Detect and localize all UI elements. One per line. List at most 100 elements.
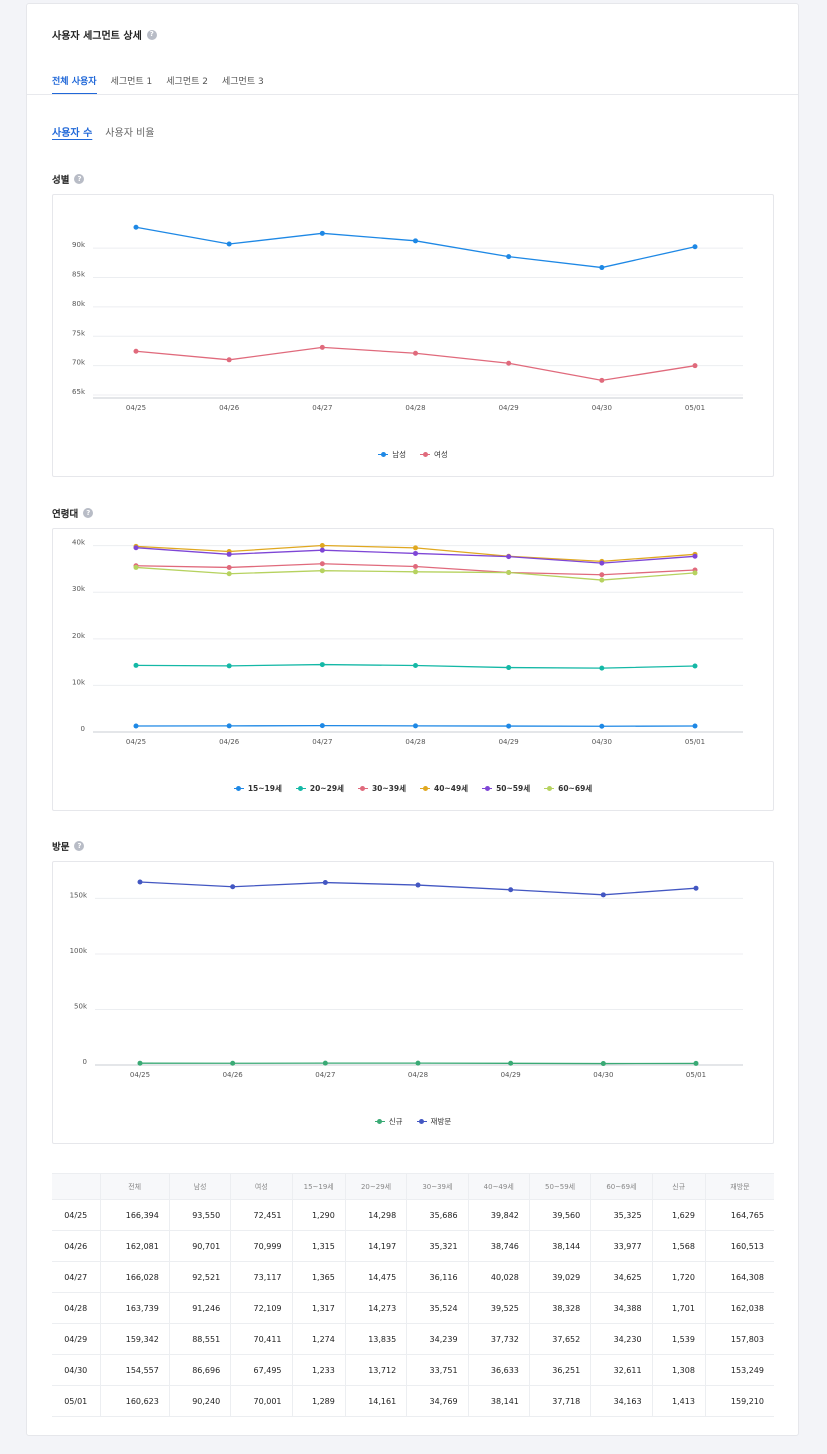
data-point[interactable] [600, 892, 606, 898]
data-point[interactable] [226, 663, 232, 669]
data-point[interactable] [506, 360, 512, 366]
data-point[interactable] [413, 350, 418, 356]
data-point[interactable] [137, 1060, 143, 1066]
subtab-user-ratio[interactable]: 사용자 비율 [105, 128, 155, 139]
legend-item[interactable]: 재방문 [416, 1116, 451, 1127]
data-point[interactable] [508, 1060, 514, 1066]
legend-item[interactable]: 60~69세 [544, 783, 592, 794]
legend-item[interactable]: 여성 [420, 449, 448, 460]
data-point[interactable] [137, 879, 143, 885]
legend-item[interactable]: 20~29세 [295, 783, 344, 794]
data-point[interactable] [133, 662, 139, 668]
data-table: 전체 남성 여성 15~19세 20~29세 30~39세 40~49세 50~59세 60~6… [52, 1173, 774, 1417]
tab-segment-2[interactable]: 세그먼트 2 [166, 77, 208, 87]
legend-item[interactable]: 40~49세 [420, 783, 468, 794]
data-point[interactable] [322, 880, 328, 886]
table-value-cell: 1,290 [291, 1199, 346, 1231]
data-point[interactable] [133, 224, 139, 230]
table-value-cell: 162,038 [704, 1292, 774, 1324]
legend-item[interactable]: 15~19세 [233, 783, 282, 794]
data-point[interactable] [692, 663, 698, 669]
data-point[interactable] [319, 662, 325, 668]
table-value-cell: 92,521 [168, 1261, 232, 1293]
tab-segment-3[interactable]: 세그먼트 3 [221, 77, 264, 87]
legend-item[interactable]: 50~59세 [482, 783, 530, 794]
data-point[interactable] [226, 571, 232, 577]
data-point[interactable] [413, 663, 418, 669]
data-point[interactable] [692, 570, 698, 576]
data-point[interactable] [226, 241, 232, 247]
data-point[interactable] [133, 348, 139, 354]
table-row: 04/25 166,394 93,550 72,451 1,290 14,298 35,68… [52, 1199, 774, 1231]
data-point[interactable] [319, 344, 325, 350]
data-point[interactable] [415, 882, 421, 888]
data-point[interactable] [413, 550, 418, 556]
table-value-cell: 32,611 [590, 1354, 653, 1386]
data-point[interactable] [506, 570, 512, 576]
data-point[interactable] [692, 723, 698, 729]
data-point[interactable] [230, 1060, 236, 1066]
legend-item[interactable]: 남성 [378, 449, 406, 460]
data-point[interactable] [322, 1060, 328, 1066]
table-header-cell: 20~29세 [344, 1173, 408, 1200]
data-point[interactable] [133, 545, 139, 551]
data-point[interactable] [599, 665, 605, 671]
data-point[interactable] [599, 723, 605, 729]
x-tick-label: 04/27 [312, 404, 332, 412]
data-point[interactable] [319, 568, 325, 574]
data-point[interactable] [413, 723, 418, 729]
data-point[interactable] [693, 1060, 699, 1066]
data-point[interactable] [230, 884, 236, 890]
data-point[interactable] [506, 254, 512, 260]
y-tick-label: 80k [72, 300, 86, 308]
table-value-cell: 14,475 [344, 1261, 408, 1293]
data-point[interactable] [226, 564, 232, 570]
data-point[interactable] [508, 887, 514, 893]
data-point[interactable] [413, 238, 418, 244]
help-icon[interactable]: ? [146, 29, 157, 40]
data-point[interactable] [133, 723, 139, 729]
data-point[interactable] [319, 561, 325, 567]
help-icon[interactable]: ? [74, 174, 85, 184]
segment-detail-card: 사용자 세그먼트 상세 ? 전체 사용자 세그먼트 1 세그먼트 2 세그먼트 … [26, 3, 799, 1436]
subtab-user-count[interactable]: 사용자 수 [52, 128, 93, 139]
data-point[interactable] [506, 554, 512, 560]
data-point[interactable] [133, 564, 139, 570]
table-value-cell: 14,298 [344, 1199, 408, 1231]
data-point[interactable] [413, 545, 418, 551]
table-value-cell: 1,308 [651, 1354, 706, 1386]
tab-all-users[interactable]: 전체 사용자 [52, 74, 97, 95]
data-point[interactable] [506, 665, 512, 671]
data-point[interactable] [692, 553, 698, 559]
gender-legend: 남성 여성 [53, 449, 773, 460]
data-point[interactable] [599, 572, 605, 578]
table-value-cell: 86,696 [168, 1354, 232, 1386]
data-point[interactable] [599, 265, 605, 271]
page-title: 사용자 세그먼트 상세 ? [52, 27, 157, 42]
tab-segment-1[interactable]: 세그먼트 1 [110, 77, 153, 87]
data-point[interactable] [599, 577, 605, 583]
data-point[interactable] [599, 377, 605, 383]
help-icon[interactable]: ? [74, 841, 85, 851]
data-point[interactable] [319, 723, 325, 729]
data-point[interactable] [692, 244, 698, 250]
data-point[interactable] [226, 723, 232, 729]
data-point[interactable] [599, 560, 605, 566]
legend-label: 30~39세 [371, 784, 406, 793]
data-point[interactable] [692, 363, 698, 369]
data-point[interactable] [506, 723, 512, 729]
data-point[interactable] [226, 357, 232, 363]
data-point[interactable] [413, 569, 418, 575]
data-point[interactable] [226, 551, 232, 557]
data-point[interactable] [600, 1061, 606, 1067]
data-point[interactable] [413, 564, 418, 570]
legend-item[interactable]: 30~39세 [357, 783, 406, 794]
data-point[interactable] [415, 1060, 421, 1066]
help-icon[interactable]: ? [83, 508, 94, 518]
x-tick-label: 05/01 [686, 1071, 706, 1079]
data-point[interactable] [693, 885, 699, 891]
data-point[interactable] [319, 230, 325, 236]
legend-item[interactable]: 신규 [374, 1116, 403, 1127]
data-point[interactable] [319, 547, 325, 553]
data-point[interactable] [319, 543, 325, 549]
